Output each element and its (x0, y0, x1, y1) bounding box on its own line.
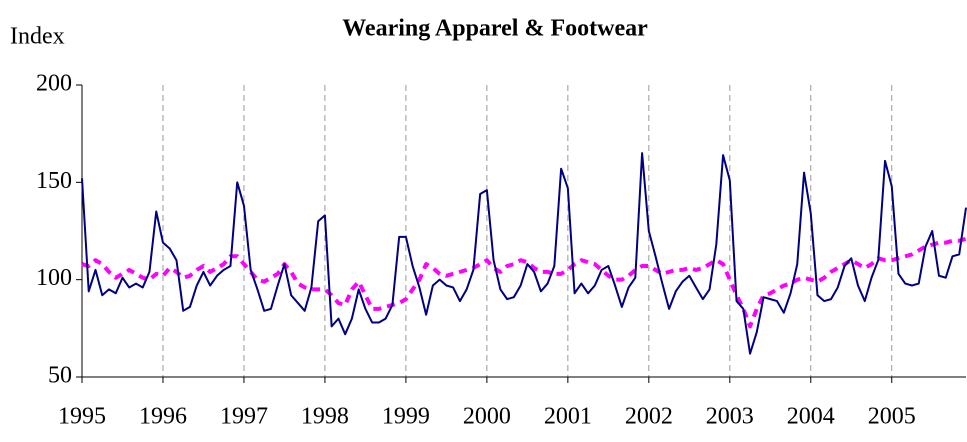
chart-title: Wearing Apparel & Footwear (342, 16, 648, 42)
x-tick-label: 2005 (868, 404, 916, 430)
y-tick-label: 50 (48, 363, 72, 389)
x-tick-label: 1999 (382, 404, 430, 430)
x-tick-label: 1996 (139, 404, 187, 430)
x-tick-label: 2002 (625, 404, 673, 430)
x-tick-label: 1998 (301, 404, 349, 430)
y-tick-label: 150 (36, 168, 72, 194)
x-tick-label: 2004 (787, 404, 835, 430)
series-line (81, 152, 967, 355)
x-tick-label: 1995 (58, 404, 106, 430)
x-tick-label: 2001 (544, 404, 592, 430)
series-line (81, 236, 967, 329)
y-axis-label: Index (10, 24, 65, 50)
x-tick-label: 1997 (220, 404, 268, 430)
x-tick-label: 2000 (463, 404, 511, 430)
y-tick-label: 200 (36, 71, 72, 97)
y-tick-label: 100 (36, 265, 72, 291)
x-tick-label: 2003 (706, 404, 754, 430)
